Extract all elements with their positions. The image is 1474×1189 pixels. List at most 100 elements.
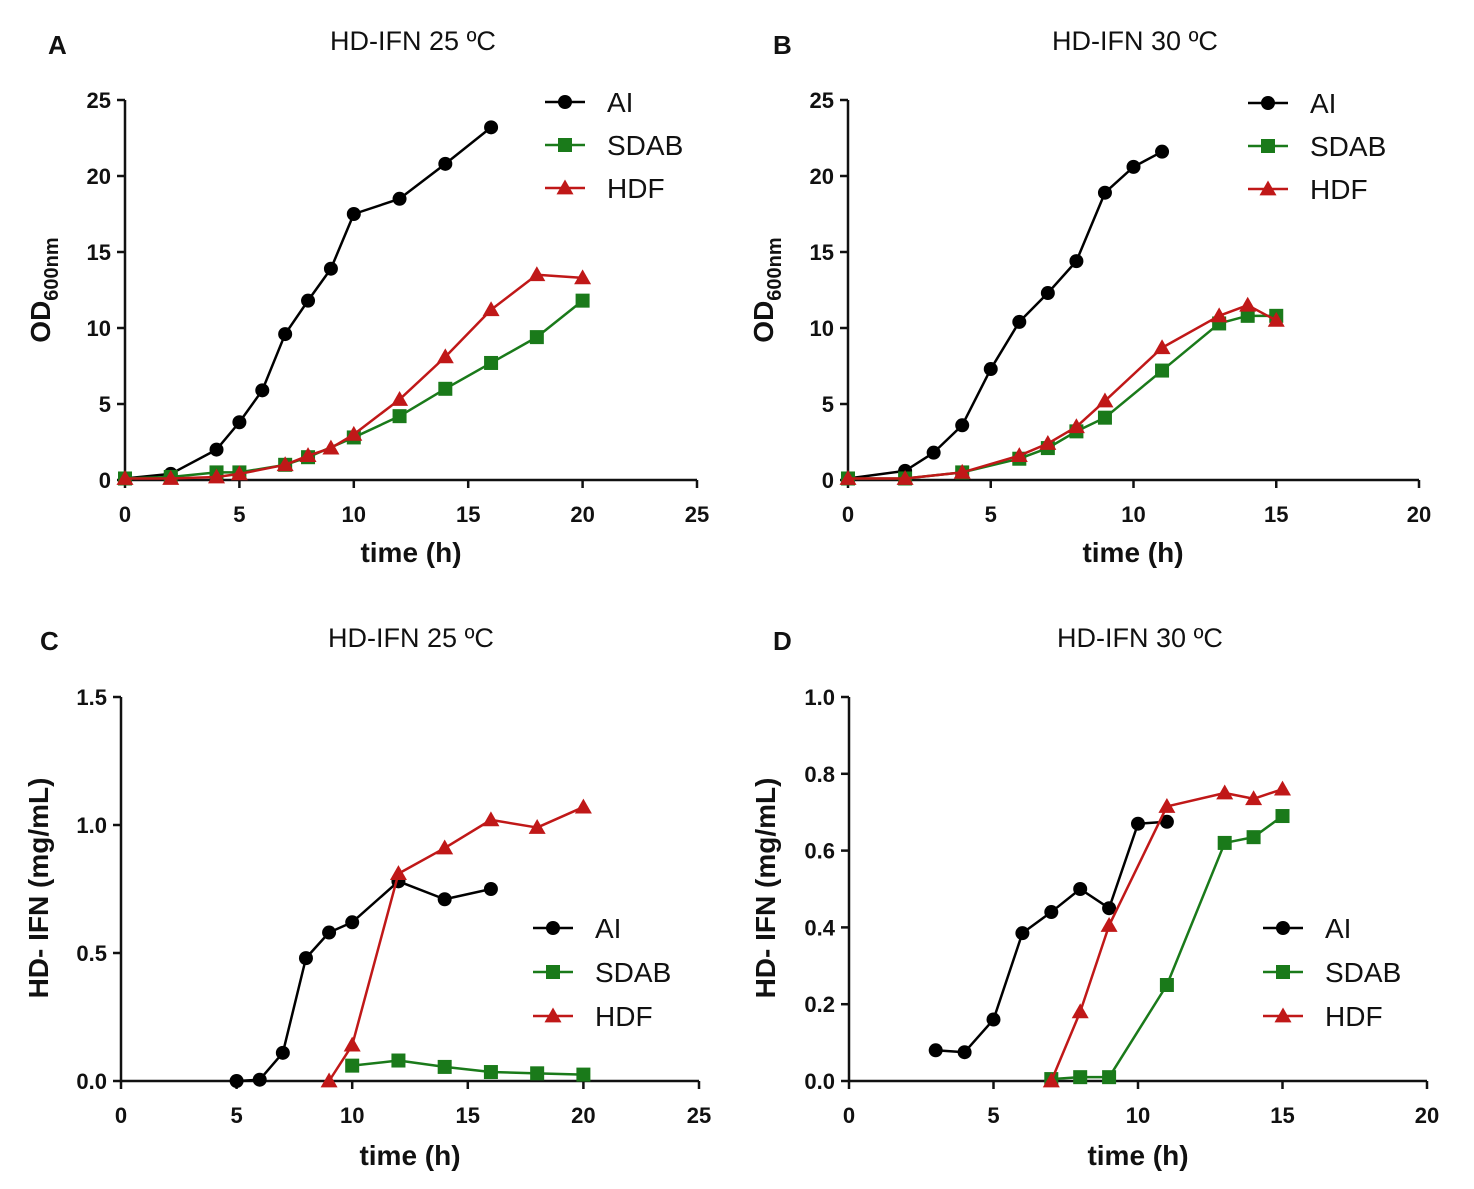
data-point (1210, 307, 1228, 323)
x-tick-label: 0 (119, 502, 131, 527)
y-tick-label: 0.6 (804, 839, 835, 864)
panel-letter: B (773, 30, 792, 60)
chart-panel-a: A HD-IFN 25 ºC 0 5 10 15 20 25 0 5 10 15 20 25 time (h… (25, 26, 709, 568)
legend-marker (558, 95, 572, 109)
legend-label: SDAB (1310, 131, 1386, 162)
y-tick-label: 0.5 (76, 941, 107, 966)
data-point (162, 469, 180, 485)
x-tick-label: 25 (685, 502, 709, 527)
data-point (575, 293, 590, 308)
x-tick-label: 15 (456, 502, 480, 527)
x-tick-label: 15 (1264, 502, 1288, 527)
y-tick-label: 15 (87, 240, 111, 265)
y-axis-title: HD- IFN (mg/mL) (23, 778, 54, 999)
y-tick-label: 25 (87, 88, 111, 113)
x-axis-title: time (h) (359, 1140, 460, 1171)
data-point (1015, 926, 1030, 941)
legend-label: HDF (1325, 1001, 1383, 1032)
x-axis-title: time (h) (360, 537, 461, 568)
data-point (345, 1058, 360, 1073)
series-sdab (118, 293, 590, 486)
data-point (957, 1045, 972, 1060)
y-tick-label: 1.0 (76, 813, 107, 838)
x-tick-label: 10 (1126, 1103, 1150, 1128)
data-point (322, 439, 340, 455)
data-point (391, 390, 409, 406)
series-ai (928, 814, 1174, 1060)
series-hdf (320, 798, 592, 1088)
data-point (230, 465, 248, 481)
data-point (1246, 830, 1261, 845)
data-point (1102, 901, 1117, 916)
legend: AI SDAB HDF (1263, 913, 1401, 1032)
chart-panel-b: B HD-IFN 30 ºC 0 5 10 15 20 0 5 10 15 20 25 time (h) O… (748, 26, 1431, 568)
legend-label: HDF (607, 173, 665, 204)
series-sdab (1044, 809, 1290, 1087)
data-point (839, 469, 857, 485)
legend-label: HDF (1310, 174, 1368, 205)
y-tick-label: 0.2 (804, 992, 835, 1017)
data-point (576, 1067, 591, 1082)
data-point (574, 269, 592, 285)
y-axis-title: OD600nm (748, 237, 786, 342)
y-tick-label: 0.4 (804, 915, 835, 940)
panel-title: HD-IFN 25 ºC (328, 623, 494, 653)
data-point (1159, 978, 1174, 992)
series-line (236, 880, 492, 1083)
y-tick-label: 0.0 (804, 1069, 835, 1094)
data-point (1071, 1003, 1089, 1019)
series-hdf (839, 296, 1285, 485)
data-point (1275, 809, 1290, 824)
data-point (437, 892, 452, 907)
data-point (436, 348, 454, 364)
legend: AI SDAB HDF (545, 87, 683, 204)
data-point (528, 266, 546, 282)
data-point (1274, 780, 1291, 796)
y-tick-label: 0.8 (804, 762, 835, 787)
x-tick-label: 0 (842, 502, 854, 527)
y-axis-title: OD600nm (25, 237, 63, 342)
x-tick-label: 10 (342, 502, 366, 527)
data-point (1097, 410, 1112, 425)
y-tick-label: 5 (822, 392, 834, 417)
data-point (1131, 816, 1145, 831)
x-tick-label: 0 (843, 1103, 855, 1128)
data-point (1100, 916, 1118, 932)
data-point (1096, 392, 1114, 408)
data-point (320, 1072, 338, 1088)
legend-marker (558, 138, 572, 152)
series-hdf (116, 266, 592, 485)
data-point (437, 1059, 452, 1074)
y-tick-label: 0 (822, 468, 834, 493)
legend-marker (1261, 96, 1275, 110)
data-point (298, 951, 313, 966)
x-tick-label: 15 (1270, 1103, 1294, 1128)
y-tick-label: 5 (99, 392, 111, 417)
y-tick-label: 25 (810, 88, 834, 113)
data-point (116, 469, 134, 485)
data-point (275, 1045, 290, 1060)
legend-marker (546, 965, 560, 979)
y-axis-title-subscript: 600nm (41, 237, 63, 300)
data-point (1245, 790, 1263, 806)
data-point (255, 383, 270, 398)
data-point (1240, 308, 1255, 323)
chart-panel-c: C HD-IFN 25 ºC 0 5 10 15 20 25 0.0 0.5 1.0 1.5 time … (23, 623, 711, 1171)
series-line (125, 273, 583, 480)
data-point (392, 191, 407, 206)
y-tick-label: 15 (810, 240, 834, 265)
y-tick-label: 10 (87, 316, 111, 341)
panel-title: HD-IFN 25 ºC (330, 26, 496, 56)
data-point (482, 301, 500, 317)
y-tick-label: 20 (87, 164, 111, 189)
data-point (346, 207, 361, 221)
data-point (1040, 286, 1055, 301)
legend-marker (1261, 139, 1275, 153)
y-axis-title: HD- IFN (mg/mL) (750, 778, 781, 999)
data-point (345, 425, 363, 441)
data-point (528, 819, 546, 834)
legend-label: HDF (595, 1001, 653, 1032)
data-point (484, 355, 499, 370)
data-point (484, 120, 499, 135)
